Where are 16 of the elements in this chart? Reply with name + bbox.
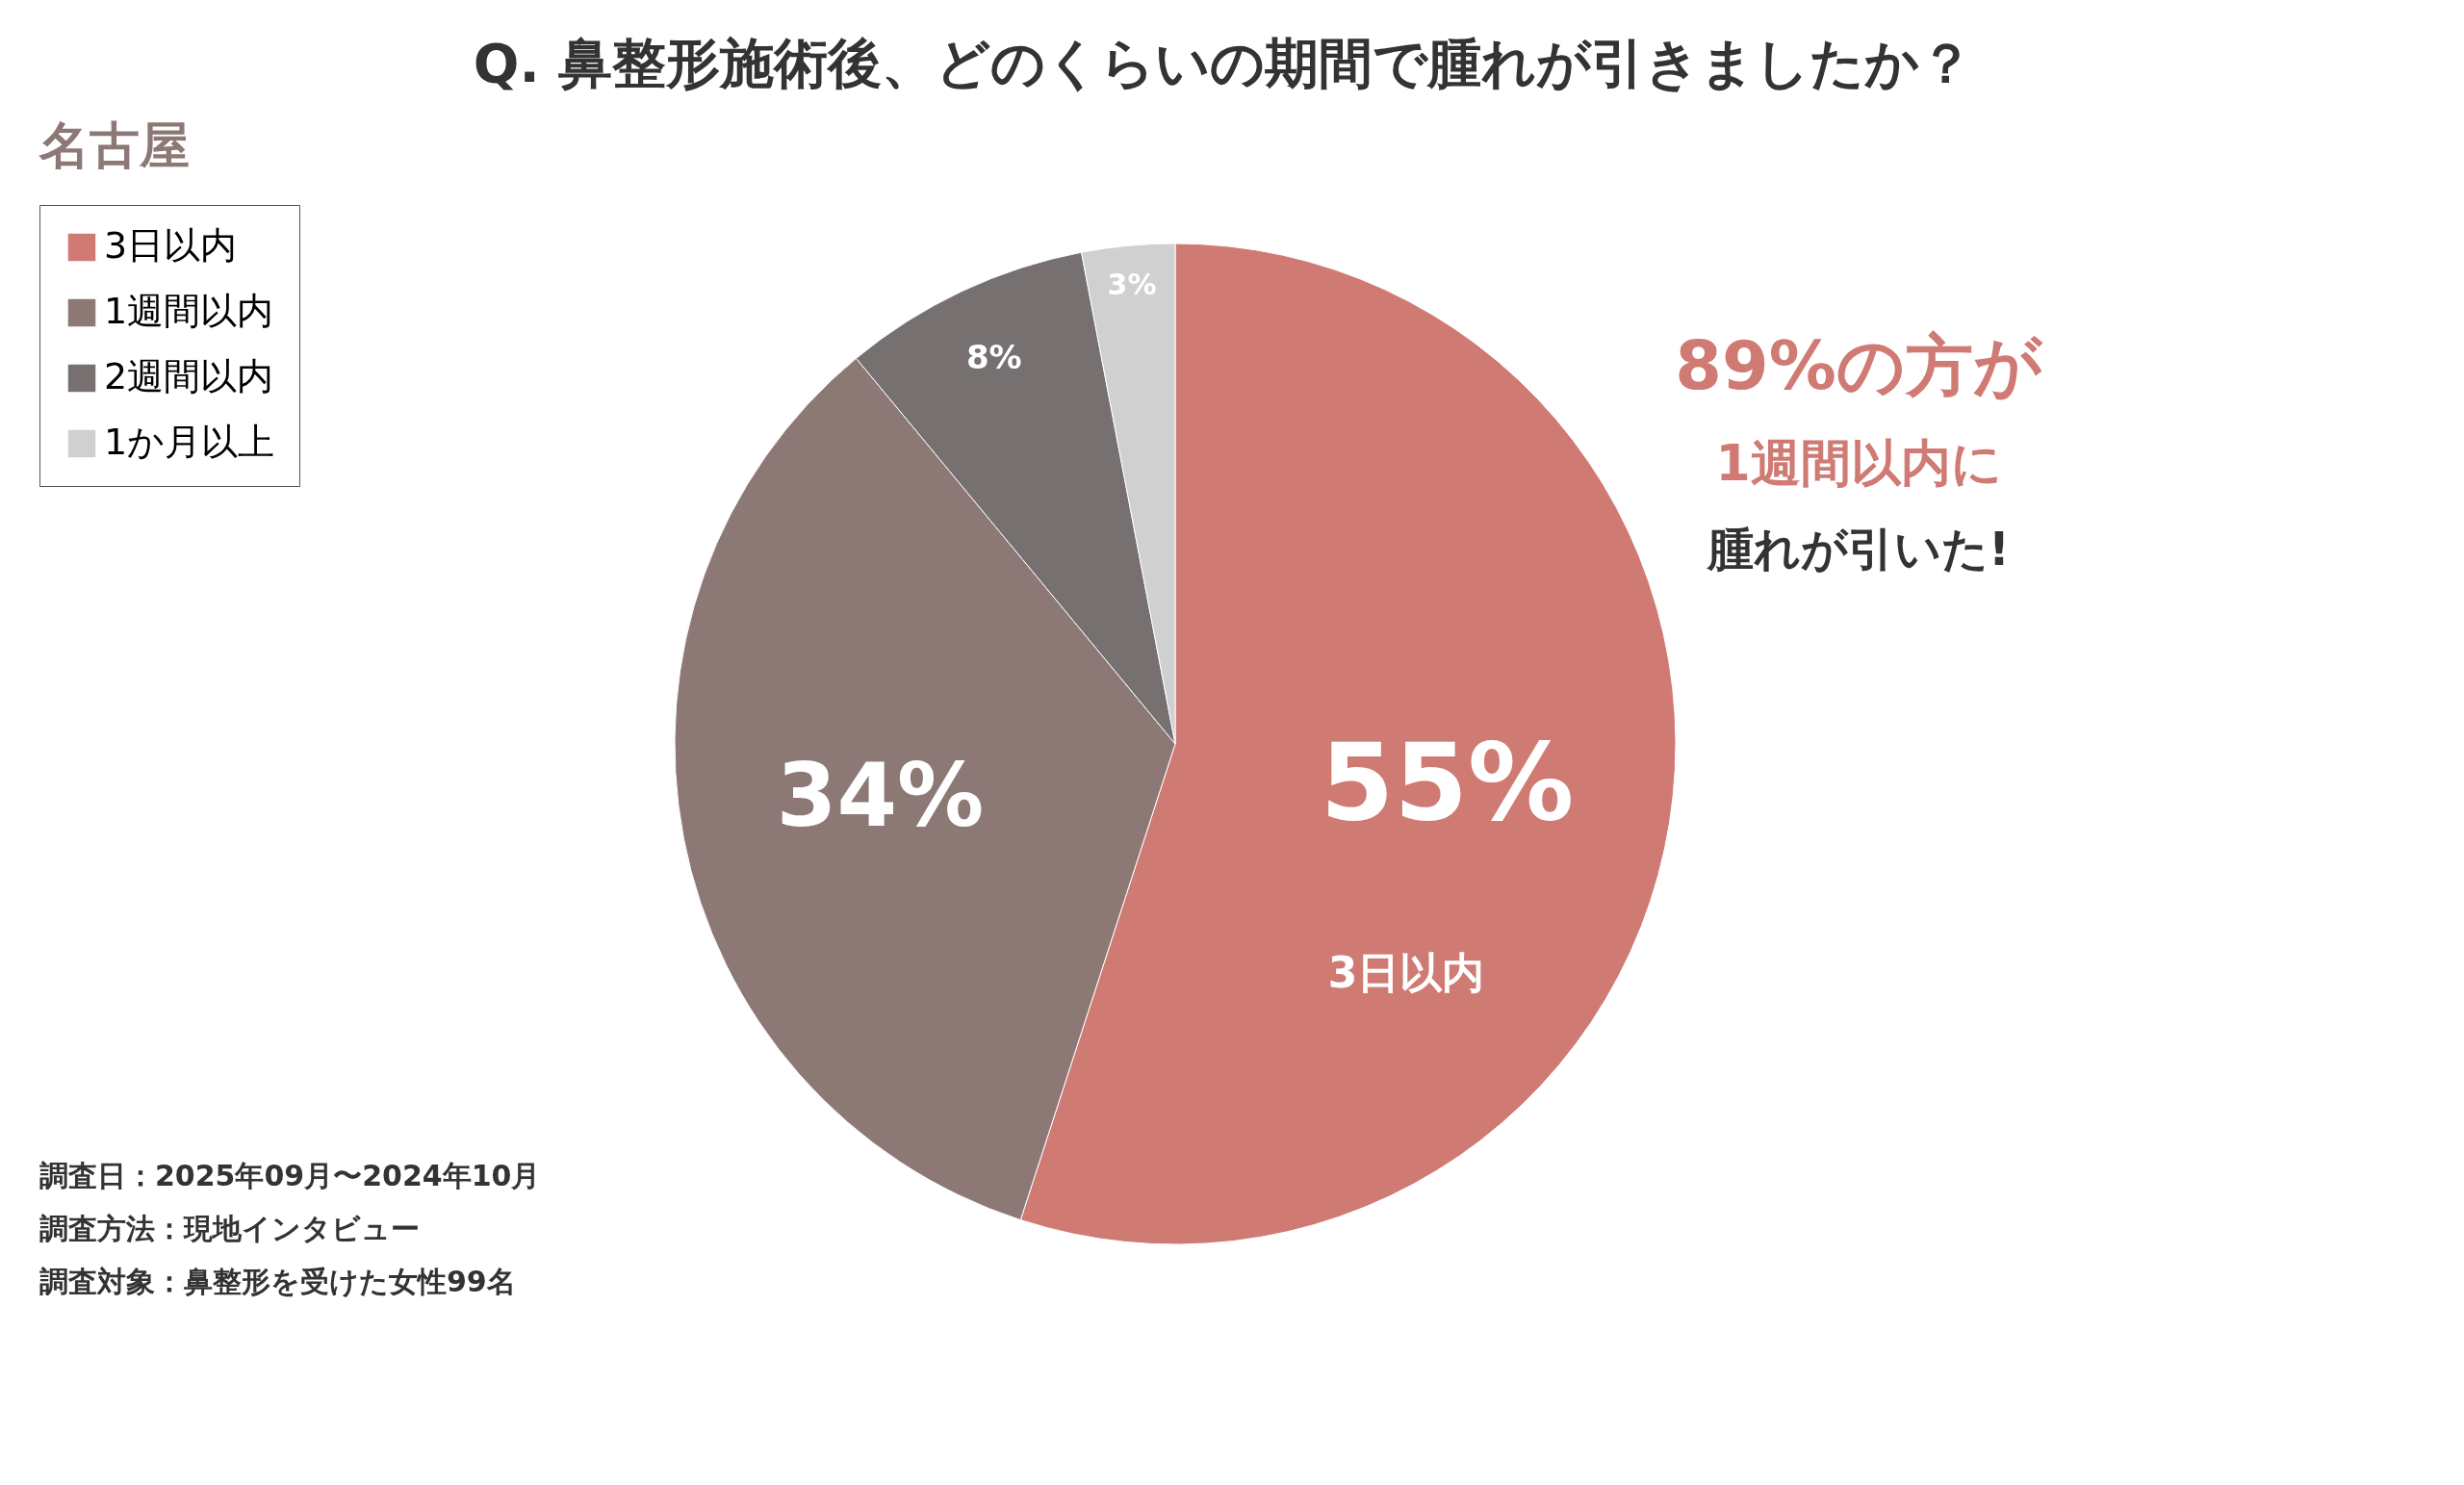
- chart-title: Q. 鼻整形施術後、どのくらいの期間で腫れが引きましたか？: [473, 32, 1974, 94]
- legend-label: 2週間以内: [104, 355, 274, 397]
- text: 腫れが引いた!: [1706, 522, 2010, 576]
- text: 1週間以内に: [1715, 434, 2002, 492]
- data-label: 34%: [776, 745, 985, 847]
- text: 調査対象：鼻整形を受けた女性99名: [39, 1265, 516, 1298]
- text: 調査日：2025年09月〜2024年10月: [39, 1159, 541, 1192]
- legend-label: 3日以内: [104, 224, 238, 267]
- text: 名古屋: [38, 116, 190, 174]
- text: 3日以内: [1327, 948, 1485, 997]
- legend-label: 1か月以上: [104, 421, 275, 463]
- text: 調査方法：現地インタビュー: [39, 1212, 420, 1245]
- data-label: 8%: [965, 338, 1022, 377]
- legend-label: 1週間以内: [104, 290, 274, 332]
- text: 89%の方が: [1675, 326, 2043, 405]
- data-label: 55%: [1320, 720, 1575, 844]
